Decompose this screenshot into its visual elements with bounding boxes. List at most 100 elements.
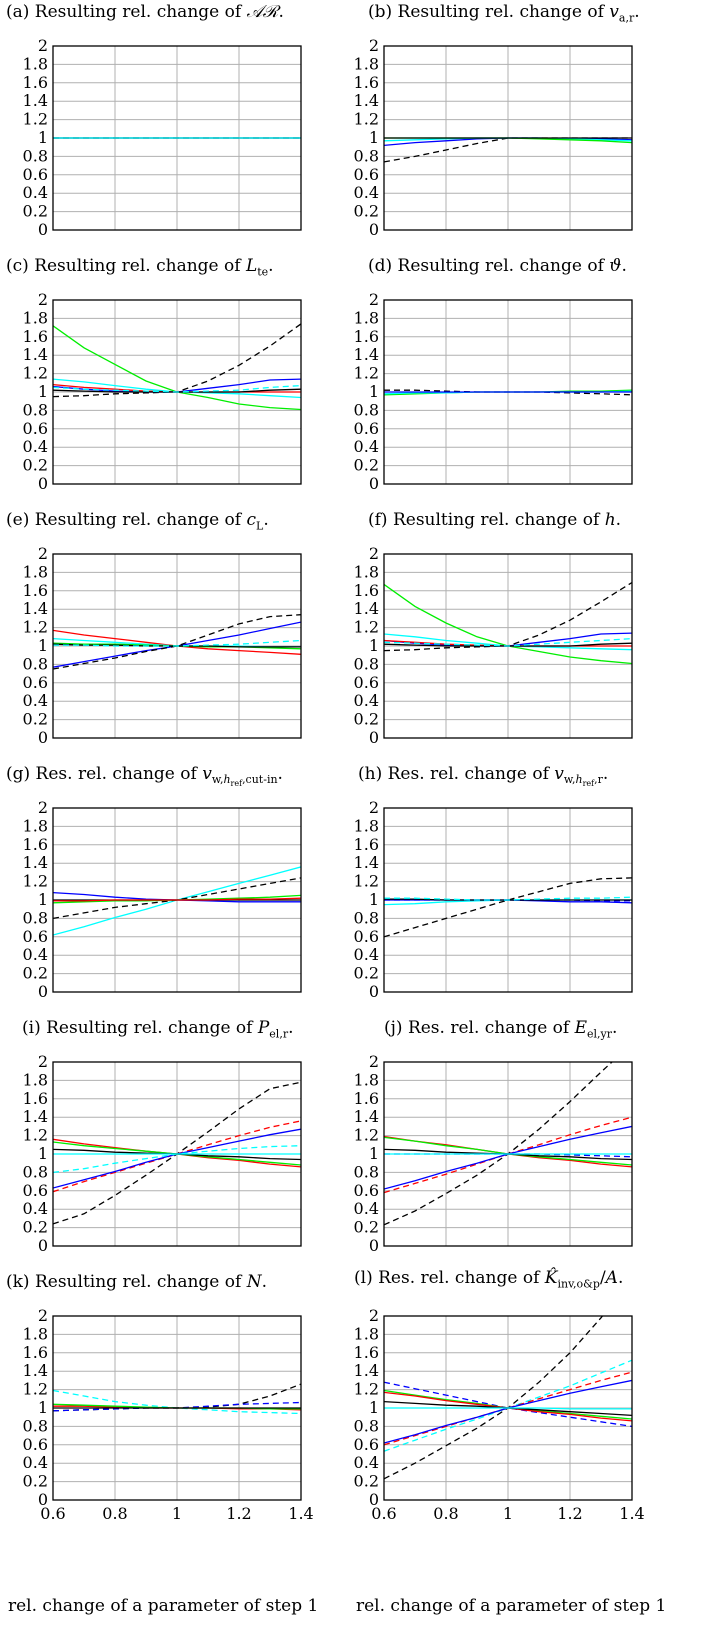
chart-d: 00.20.40.60.811.21.41.61.82 xyxy=(354,290,633,493)
y-tick-label: 0.8 xyxy=(354,654,379,673)
y-tick-label: 1.2 xyxy=(23,618,48,637)
y-tick-label: 1.4 xyxy=(354,1107,379,1126)
y-tick-label: 1.6 xyxy=(23,1343,48,1362)
y-tick-label: 0.4 xyxy=(354,945,379,964)
y-tick-label: 0.8 xyxy=(354,146,379,165)
y-tick-label: 0.8 xyxy=(23,654,48,673)
y-tick-label: 0 xyxy=(38,1490,48,1509)
y-tick-label: 1.4 xyxy=(23,1361,48,1380)
plot-frame xyxy=(52,807,302,993)
y-tick-label: 1 xyxy=(38,890,48,909)
series-line-black-dashed xyxy=(384,137,632,163)
y-tick-label: 0.2 xyxy=(354,710,379,729)
panel-k-title: (k) Resulting rel. change of N. xyxy=(6,1272,267,1292)
chart-j: 00.20.40.60.811.21.41.61.82 xyxy=(354,1052,633,1255)
y-tick-label: 1.2 xyxy=(23,1126,48,1145)
y-tick-label: 2 xyxy=(369,36,379,55)
y-tick-label: 0.4 xyxy=(23,1199,48,1218)
x-tick-label: 1 xyxy=(172,1504,182,1523)
y-tick-label: 1 xyxy=(369,382,379,401)
series-line-cyan-dashed xyxy=(384,637,632,647)
y-tick-label: 1.6 xyxy=(354,835,379,854)
plot-frame xyxy=(383,299,633,485)
series-line-cyan xyxy=(384,1407,632,1410)
y-tick-label: 1.8 xyxy=(354,816,379,835)
plot-frame xyxy=(383,1315,633,1501)
y-tick-label: 0.4 xyxy=(23,1453,48,1472)
y-tick-label: 2 xyxy=(369,1306,379,1325)
y-tick-label: 1 xyxy=(38,382,48,401)
x-tick-label: 0.6 xyxy=(40,1504,65,1523)
y-tick-label: 0 xyxy=(369,1236,379,1255)
x-tick-label: 1 xyxy=(503,1504,513,1523)
y-tick-label: 1 xyxy=(369,128,379,147)
y-tick-label: 1.6 xyxy=(23,1089,48,1108)
y-tick-label: 1 xyxy=(369,1144,379,1163)
y-tick-label: 1.4 xyxy=(354,91,379,110)
y-tick-label: 1.4 xyxy=(354,345,379,364)
y-tick-label: 0.8 xyxy=(23,908,48,927)
y-tick-label: 1.2 xyxy=(23,110,48,129)
panel-c-title: (c) Resulting rel. change of Lte. xyxy=(6,256,274,279)
y-tick-label: 1.6 xyxy=(354,1343,379,1362)
y-tick-label: 1.6 xyxy=(23,835,48,854)
y-tick-label: 1.6 xyxy=(354,327,379,346)
y-tick-label: 0.8 xyxy=(23,146,48,165)
y-tick-label: 1 xyxy=(369,636,379,655)
y-tick-label: 1.2 xyxy=(23,1380,48,1399)
series-line-red-dashed xyxy=(53,1120,301,1193)
y-tick-label: 1 xyxy=(369,1398,379,1417)
y-tick-label: 1 xyxy=(38,1144,48,1163)
y-tick-label: 1.4 xyxy=(23,599,48,618)
y-tick-label: 0.2 xyxy=(354,1218,379,1237)
y-tick-label: 1.6 xyxy=(23,581,48,600)
y-tick-label: 1.4 xyxy=(23,345,48,364)
chart-e: 00.20.40.60.811.21.41.61.82 xyxy=(23,544,302,747)
y-tick-label: 0.8 xyxy=(354,400,379,419)
y-tick-label: 0.6 xyxy=(354,165,379,184)
y-tick-label: 1.2 xyxy=(23,872,48,891)
plot-frame xyxy=(383,1061,633,1247)
y-tick-label: 0.2 xyxy=(354,964,379,983)
y-tick-label: 1.4 xyxy=(354,1361,379,1380)
plot-frame xyxy=(383,45,633,231)
y-tick-label: 0 xyxy=(369,728,379,747)
y-tick-label: 0.8 xyxy=(23,1416,48,1435)
series-line-black-dashed xyxy=(53,614,301,670)
x-tick-label: 1.2 xyxy=(226,1504,251,1523)
y-tick-label: 2 xyxy=(38,36,48,55)
y-tick-label: 1.2 xyxy=(23,364,48,383)
y-tick-label: 1.8 xyxy=(354,1324,379,1343)
y-tick-label: 0 xyxy=(369,220,379,239)
y-tick-label: 2 xyxy=(38,1306,48,1325)
y-tick-label: 0.4 xyxy=(354,691,379,710)
y-tick-label: 0.4 xyxy=(354,1453,379,1472)
y-tick-label: 0.4 xyxy=(354,183,379,202)
y-tick-label: 1.8 xyxy=(354,562,379,581)
y-tick-label: 1.8 xyxy=(23,308,48,327)
panel-f-title: (f) Resulting rel. change of h. xyxy=(368,510,622,530)
y-tick-label: 1.8 xyxy=(354,1070,379,1089)
y-tick-label: 0.2 xyxy=(23,710,48,729)
y-tick-label: 1.8 xyxy=(23,1324,48,1343)
y-tick-label: 0 xyxy=(38,728,48,747)
y-tick-label: 1.2 xyxy=(354,364,379,383)
y-tick-label: 1.2 xyxy=(354,618,379,637)
y-tick-label: 0.6 xyxy=(354,927,379,946)
panel-g-title: (g) Res. rel. change of vw,href,cut-in. xyxy=(6,764,283,789)
panel-i-title: (i) Resulting rel. change of Pel,r. xyxy=(22,1018,294,1041)
series-line-red-dashed xyxy=(384,1371,632,1446)
y-tick-label: 1.6 xyxy=(23,73,48,92)
x-tick-label: 1.2 xyxy=(557,1504,582,1523)
y-tick-label: 0.6 xyxy=(354,419,379,438)
xlabel-right: rel. change of a parameter of step 1 xyxy=(356,1596,667,1616)
panel-d-title: (d) Resulting rel. change of ϑ. xyxy=(368,256,627,276)
y-tick-label: 0.6 xyxy=(354,673,379,692)
y-tick-label: 0.4 xyxy=(23,183,48,202)
y-tick-label: 1.6 xyxy=(354,73,379,92)
y-tick-label: 1.8 xyxy=(23,816,48,835)
y-tick-label: 0.4 xyxy=(23,691,48,710)
y-tick-label: 0.2 xyxy=(354,202,379,221)
chart-c: 00.20.40.60.811.21.41.61.82 xyxy=(23,290,302,493)
y-tick-label: 1.4 xyxy=(23,1107,48,1126)
